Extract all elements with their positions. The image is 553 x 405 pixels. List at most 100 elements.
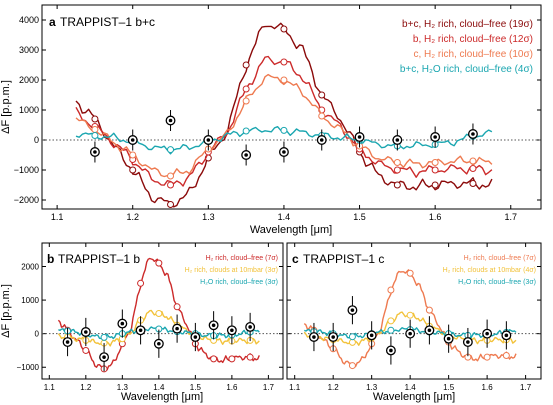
model-bin-marker — [393, 181, 401, 189]
model-bin-marker — [483, 353, 491, 361]
model-bin-marker — [242, 127, 250, 135]
model-bin-marker — [406, 269, 414, 277]
y-tick-label: 3000 — [19, 45, 39, 55]
model-bin-marker — [406, 311, 414, 319]
data-point-core — [138, 328, 143, 333]
data-point-core — [65, 340, 70, 344]
legend-entry: H₂O rich, cloud–free (3σ) — [458, 279, 536, 286]
model-bin-marker — [280, 25, 288, 33]
y-tick-label: −1000 — [17, 363, 40, 372]
legend-entry: H₂ rich, clouds at 10mbar (3σ) — [185, 267, 278, 274]
x-tick-label: 1.1 — [44, 383, 56, 392]
model-bin-marker — [242, 97, 250, 105]
data-point-core — [395, 138, 400, 142]
panel-c-xlabel: Wavelength [μm] — [373, 391, 455, 403]
panel-c-legend: H₂ rich, cloud–free (7σ) H₂ rich, clouds … — [443, 255, 536, 286]
panel-a-xlabel: Wavelength [μm] — [250, 224, 332, 236]
data-point-core — [206, 138, 211, 142]
model-bin-marker — [348, 333, 356, 341]
model-bin-marker — [348, 362, 356, 370]
data-point-core — [331, 335, 335, 339]
model-bin-marker — [280, 76, 288, 84]
y-tick-label: 1000 — [21, 296, 39, 305]
legend-entry: b+c, H₂ rich, cloud–free (19σ) — [402, 19, 533, 30]
panel-b: b TRAPPIST–1 b Wavelength [μm] ΔF [p.p.m… — [0, 242, 284, 403]
legend-entry: c, H₂ rich, cloud–free (10σ) — [413, 49, 533, 60]
model-bin-marker — [155, 310, 163, 318]
model-bin-marker — [387, 317, 395, 325]
model-bin-marker — [155, 259, 163, 267]
model-bin-marker — [167, 172, 175, 180]
x-tick-label: 1.3 — [117, 383, 129, 392]
model-bin-marker — [387, 286, 395, 294]
model-bin-marker — [280, 126, 288, 134]
model-bin-marker — [210, 355, 218, 363]
panel-b-letter: b — [47, 252, 54, 266]
panel-c-plot: 1.1 1.2 1.3 1.4 1.5 1.6 1.7 — [287, 243, 541, 392]
x-tick-label: 1.1 — [289, 383, 301, 392]
model-bin-marker — [318, 91, 326, 99]
data-point-core — [120, 321, 125, 326]
y-tick-label: 0 — [34, 135, 39, 145]
legend-entry: b+c, H₂O rich, cloud–free (4σ) — [400, 64, 533, 75]
x-tick-label: 1.7 — [504, 212, 517, 222]
model-bin-marker — [167, 146, 175, 154]
model-bin-marker — [431, 181, 439, 189]
y-tick-label: 2000 — [19, 75, 39, 85]
panel-c-letter: c — [292, 252, 299, 266]
series-line — [75, 55, 493, 187]
x-tick-label: 1.6 — [482, 383, 494, 392]
panel-c-title: TRAPPIST–1 c — [303, 252, 384, 266]
data-point-core — [471, 132, 475, 136]
model-bin-marker — [387, 326, 395, 334]
model-bin-marker — [129, 166, 137, 174]
legend-entry: H₂ rich, cloud–free (7σ) — [464, 255, 536, 262]
model-bin-marker — [91, 115, 99, 123]
model-bin-marker — [242, 85, 250, 93]
panel-c-frame — [286, 242, 542, 380]
panel-a-plot: 1.1 1.2 1.3 1.4 1.5 1.6 1.7 −2000 −1000 0 1000 2000… — [14, 5, 541, 222]
legend-entry: H₂ rich, cloud–free (7σ) — [206, 255, 278, 262]
data-point-core — [130, 138, 135, 142]
model-bin-marker — [173, 303, 181, 311]
data-point-core — [211, 323, 216, 328]
data-point-core — [485, 331, 489, 336]
data-point-core — [389, 348, 393, 353]
y-tick-label: 2000 — [21, 263, 39, 272]
data-point-core — [193, 335, 198, 339]
y-tick-label: −1000 — [14, 165, 39, 175]
data-point-core — [102, 355, 106, 359]
data-point-core — [230, 328, 234, 333]
x-tick-label: 1.7 — [263, 383, 275, 392]
x-tick-label: 1.2 — [328, 383, 340, 392]
model-bin-marker — [167, 201, 175, 208]
model-bin-marker — [469, 165, 477, 172]
model-bin-marker — [318, 112, 326, 120]
model-bin-marker — [469, 157, 477, 165]
model-bin-marker — [431, 166, 439, 174]
data-point-core — [504, 333, 509, 338]
x-tick-label: 1.5 — [443, 383, 455, 392]
x-tick-label: 1.7 — [520, 383, 532, 392]
x-tick-label: 1.5 — [353, 212, 366, 222]
panel-a-bc: a TRAPPIST–1 b+c Wavelength [μm] ΔF [p.p… — [0, 4, 542, 236]
y-tick-label: 4000 — [19, 15, 39, 25]
data-point-core — [84, 330, 88, 334]
data-point-core — [446, 336, 451, 341]
model-bin-marker — [137, 279, 145, 287]
legend-entry: H₂O rich, cloud–free (3σ) — [200, 279, 278, 286]
model-bin-marker — [469, 180, 477, 187]
model-bin-marker — [425, 306, 433, 314]
model-bin-marker — [91, 132, 99, 139]
model-bin-marker — [431, 159, 439, 166]
x-tick-label: 1.3 — [202, 212, 215, 222]
data-point-core — [408, 331, 412, 336]
x-tick-label: 1.6 — [429, 212, 442, 222]
panel-a-frame — [41, 4, 542, 210]
panel-a-letter: a — [49, 15, 56, 29]
legend-entry: H₂ rich, clouds at 10mbar (4σ) — [443, 267, 536, 274]
x-tick-label: 1.4 — [153, 383, 165, 392]
panel-c: c TRAPPIST–1 c Wavelength [μm] 1.1 1.2 1.3… — [286, 242, 542, 403]
panel-b-xlabel: Wavelength [μm] — [121, 391, 203, 403]
panel-b-legend: H₂ rich, cloud–free (7σ) H₂ rich, clouds … — [185, 255, 278, 286]
